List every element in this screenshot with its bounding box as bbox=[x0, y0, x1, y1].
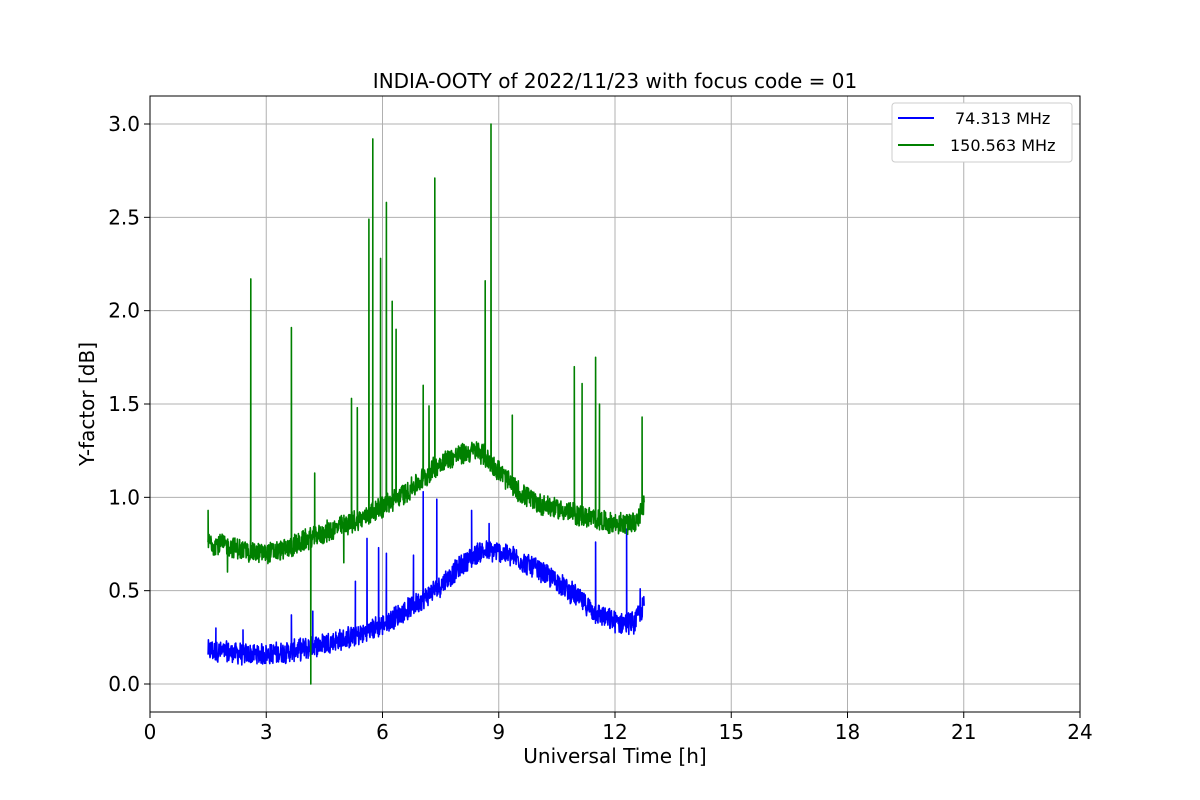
y-tick-label: 2.0 bbox=[108, 299, 140, 323]
y-tick-label: 1.0 bbox=[108, 485, 140, 509]
y-tick-label: 1.5 bbox=[108, 392, 140, 416]
legend-label-150-mhz: 150.563 MHz bbox=[950, 136, 1055, 155]
x-tick-label: 6 bbox=[376, 720, 389, 744]
x-tick-label: 18 bbox=[835, 720, 860, 744]
y-tick-label: 0.0 bbox=[108, 672, 140, 696]
legend: 74.313 MHz 150.563 MHz bbox=[891, 102, 1073, 163]
x-axis-label: Universal Time [h] bbox=[523, 744, 706, 768]
grid bbox=[149, 96, 1081, 712]
x-tick-label: 9 bbox=[492, 720, 505, 744]
series-line-150-mhz bbox=[207, 123, 645, 685]
axis-ticks: 0 3 6 9 12 15 18 21 24 0.0 0.5 1.0 1.5 2.0 2.5 3.0 bbox=[108, 112, 1093, 744]
y-tick-label: 3.0 bbox=[108, 112, 140, 136]
x-tick-label: 12 bbox=[602, 720, 627, 744]
x-tick-label: 15 bbox=[719, 720, 744, 744]
y-tick-label: 0.5 bbox=[108, 579, 140, 603]
x-tick-label: 24 bbox=[1067, 720, 1092, 744]
legend-box bbox=[891, 102, 1073, 163]
chart-title: INDIA-OOTY of 2022/11/23 with focus code… bbox=[373, 69, 857, 93]
x-tick-label: 0 bbox=[144, 720, 157, 744]
y-tick-label: 2.5 bbox=[108, 205, 140, 229]
x-tick-label: 21 bbox=[951, 720, 976, 744]
y-axis-label: Y-factor [dB] bbox=[75, 342, 99, 467]
series-line-74-mhz bbox=[207, 490, 645, 666]
legend-label-74-mhz: 74.313 MHz bbox=[955, 109, 1050, 128]
x-tick-label: 3 bbox=[260, 720, 273, 744]
series-layer bbox=[207, 123, 645, 685]
